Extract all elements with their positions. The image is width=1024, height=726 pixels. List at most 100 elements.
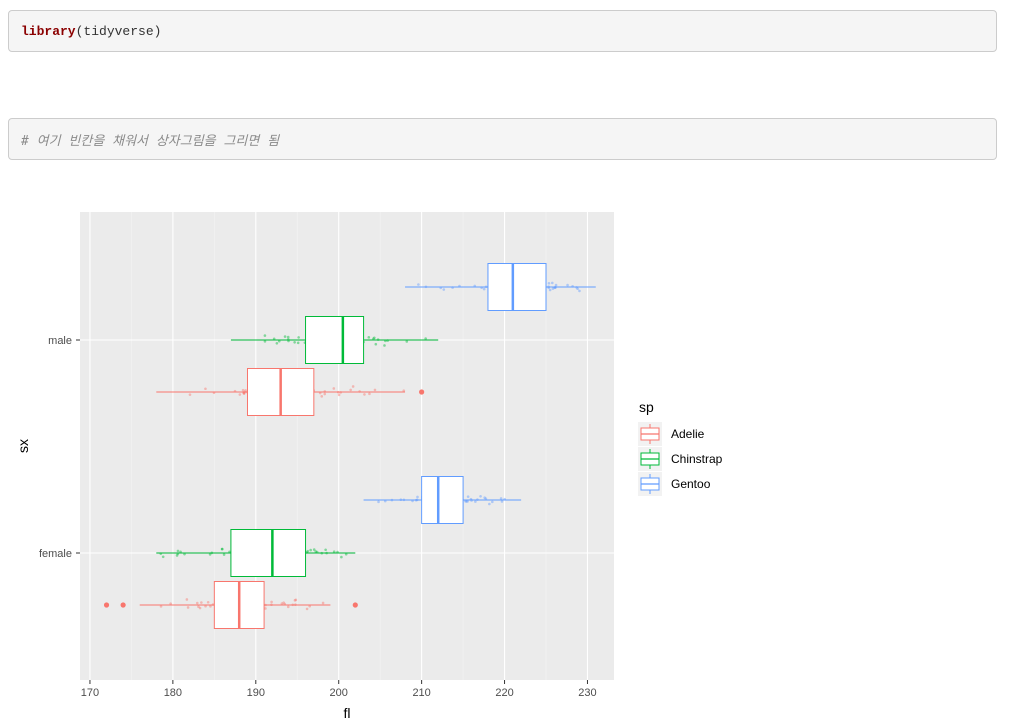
y-tick-label: female	[39, 548, 72, 560]
jitter-point	[283, 335, 287, 338]
box-male-adelie	[156, 368, 425, 416]
jitter-point	[465, 500, 468, 503]
jitter-point	[159, 605, 163, 608]
jitter-point	[373, 336, 376, 340]
jitter-point	[484, 497, 488, 501]
x-tick-label: 200	[330, 687, 348, 699]
jitter-point	[195, 601, 199, 605]
jitter-point	[479, 494, 482, 498]
jitter-point	[200, 601, 203, 604]
jitter-point	[272, 337, 276, 341]
jitter-point	[238, 393, 242, 396]
jitter-point	[185, 598, 189, 601]
box-iqr	[421, 476, 464, 524]
jitter-point	[263, 340, 267, 343]
jitter-point	[186, 606, 190, 609]
jitter-point	[363, 393, 366, 396]
jitter-point	[464, 499, 467, 503]
outlier-point	[419, 389, 425, 395]
jitter-point	[548, 288, 552, 292]
jitter-point	[312, 548, 316, 551]
jitter-point	[340, 555, 343, 559]
jitter-point	[176, 549, 180, 553]
x-tick-label: 170	[81, 687, 99, 699]
code-args: (tidyverse)	[75, 23, 162, 39]
jitter-point	[405, 340, 409, 343]
jitter-point	[332, 550, 336, 554]
legend-item-gentoo: Gentoo	[638, 472, 711, 496]
jitter-point	[344, 552, 348, 556]
jitter-point	[244, 389, 247, 392]
jitter-point	[483, 496, 486, 500]
code-comment: # 여기 빈칸을 채워서 상자그림을 그리면 됨	[21, 133, 280, 149]
jitter-point	[337, 393, 341, 397]
jitter-point	[293, 340, 296, 344]
x-axis-ticks: 170 180 190 200 210 220 230	[81, 680, 597, 699]
jitter-point	[491, 500, 494, 504]
jitter-point	[297, 336, 300, 339]
y-axis-ticks: female male	[39, 335, 80, 560]
jitter-point	[222, 553, 226, 556]
box-male-chinstrap	[230, 316, 439, 364]
legend-label: Chinstrap	[671, 452, 723, 466]
y-tick-label: male	[48, 335, 72, 347]
jitter-point	[204, 387, 207, 391]
jitter-point	[320, 395, 324, 398]
jitter-point	[286, 605, 290, 609]
jitter-point	[208, 553, 212, 556]
code-cell-comment[interactable]: # 여기 빈칸을 채워서 상자그림을 그리면 됨	[8, 118, 997, 160]
jitter-point	[161, 555, 165, 559]
jitter-point	[277, 339, 281, 343]
jitter-point	[188, 393, 192, 396]
jitter-point	[220, 547, 224, 551]
box-female-gentoo	[363, 476, 522, 524]
legend-item-chinstrap: Chinstrap	[638, 447, 723, 471]
x-tick-label: 230	[578, 687, 596, 699]
jitter-point	[275, 341, 279, 345]
jitter-point	[377, 500, 380, 504]
box-male-gentoo	[405, 263, 596, 311]
jitter-point	[242, 392, 246, 395]
jitter-point	[228, 550, 231, 554]
jitter-point	[547, 281, 551, 285]
jitter-point	[286, 335, 290, 339]
code-cell-library[interactable]: library (tidyverse)	[8, 10, 997, 52]
jitter-point	[293, 599, 297, 602]
jitter-point	[280, 602, 284, 605]
outlier-point	[103, 602, 110, 608]
jitter-point	[270, 600, 273, 604]
jitter-point	[206, 600, 210, 604]
jitter-point	[198, 606, 202, 610]
jitter-point	[373, 388, 377, 392]
legend-label: Gentoo	[671, 477, 711, 491]
outlier-point	[352, 602, 358, 608]
outlier-point	[120, 602, 126, 608]
box-female-adelie	[103, 581, 358, 629]
jitter-point	[263, 334, 267, 337]
jitter-point	[474, 500, 477, 503]
jitter-point	[550, 281, 554, 285]
jitter-point	[417, 283, 420, 286]
jitter-point	[309, 548, 312, 552]
jitter-point	[372, 337, 375, 340]
jitter-point	[349, 388, 352, 392]
y-axis-title: sx	[15, 439, 31, 453]
jitter-point	[306, 549, 310, 553]
jitter-point	[197, 605, 200, 609]
jitter-point	[554, 283, 558, 287]
jitter-point	[499, 497, 503, 500]
jitter-point	[323, 392, 327, 396]
jitter-point	[169, 602, 172, 605]
jitter-point	[566, 283, 569, 287]
jitter-point	[351, 385, 355, 388]
x-tick-label: 180	[164, 687, 182, 699]
jitter-point	[482, 287, 486, 291]
jitter-point	[374, 342, 378, 346]
boxes-layer	[103, 263, 596, 629]
minor-gridlines	[131, 212, 547, 680]
box-female-chinstrap	[156, 529, 356, 577]
jitter-point	[576, 287, 579, 291]
jitter-point	[294, 598, 298, 602]
jitter-point	[324, 548, 327, 552]
jitter-point	[308, 604, 311, 608]
